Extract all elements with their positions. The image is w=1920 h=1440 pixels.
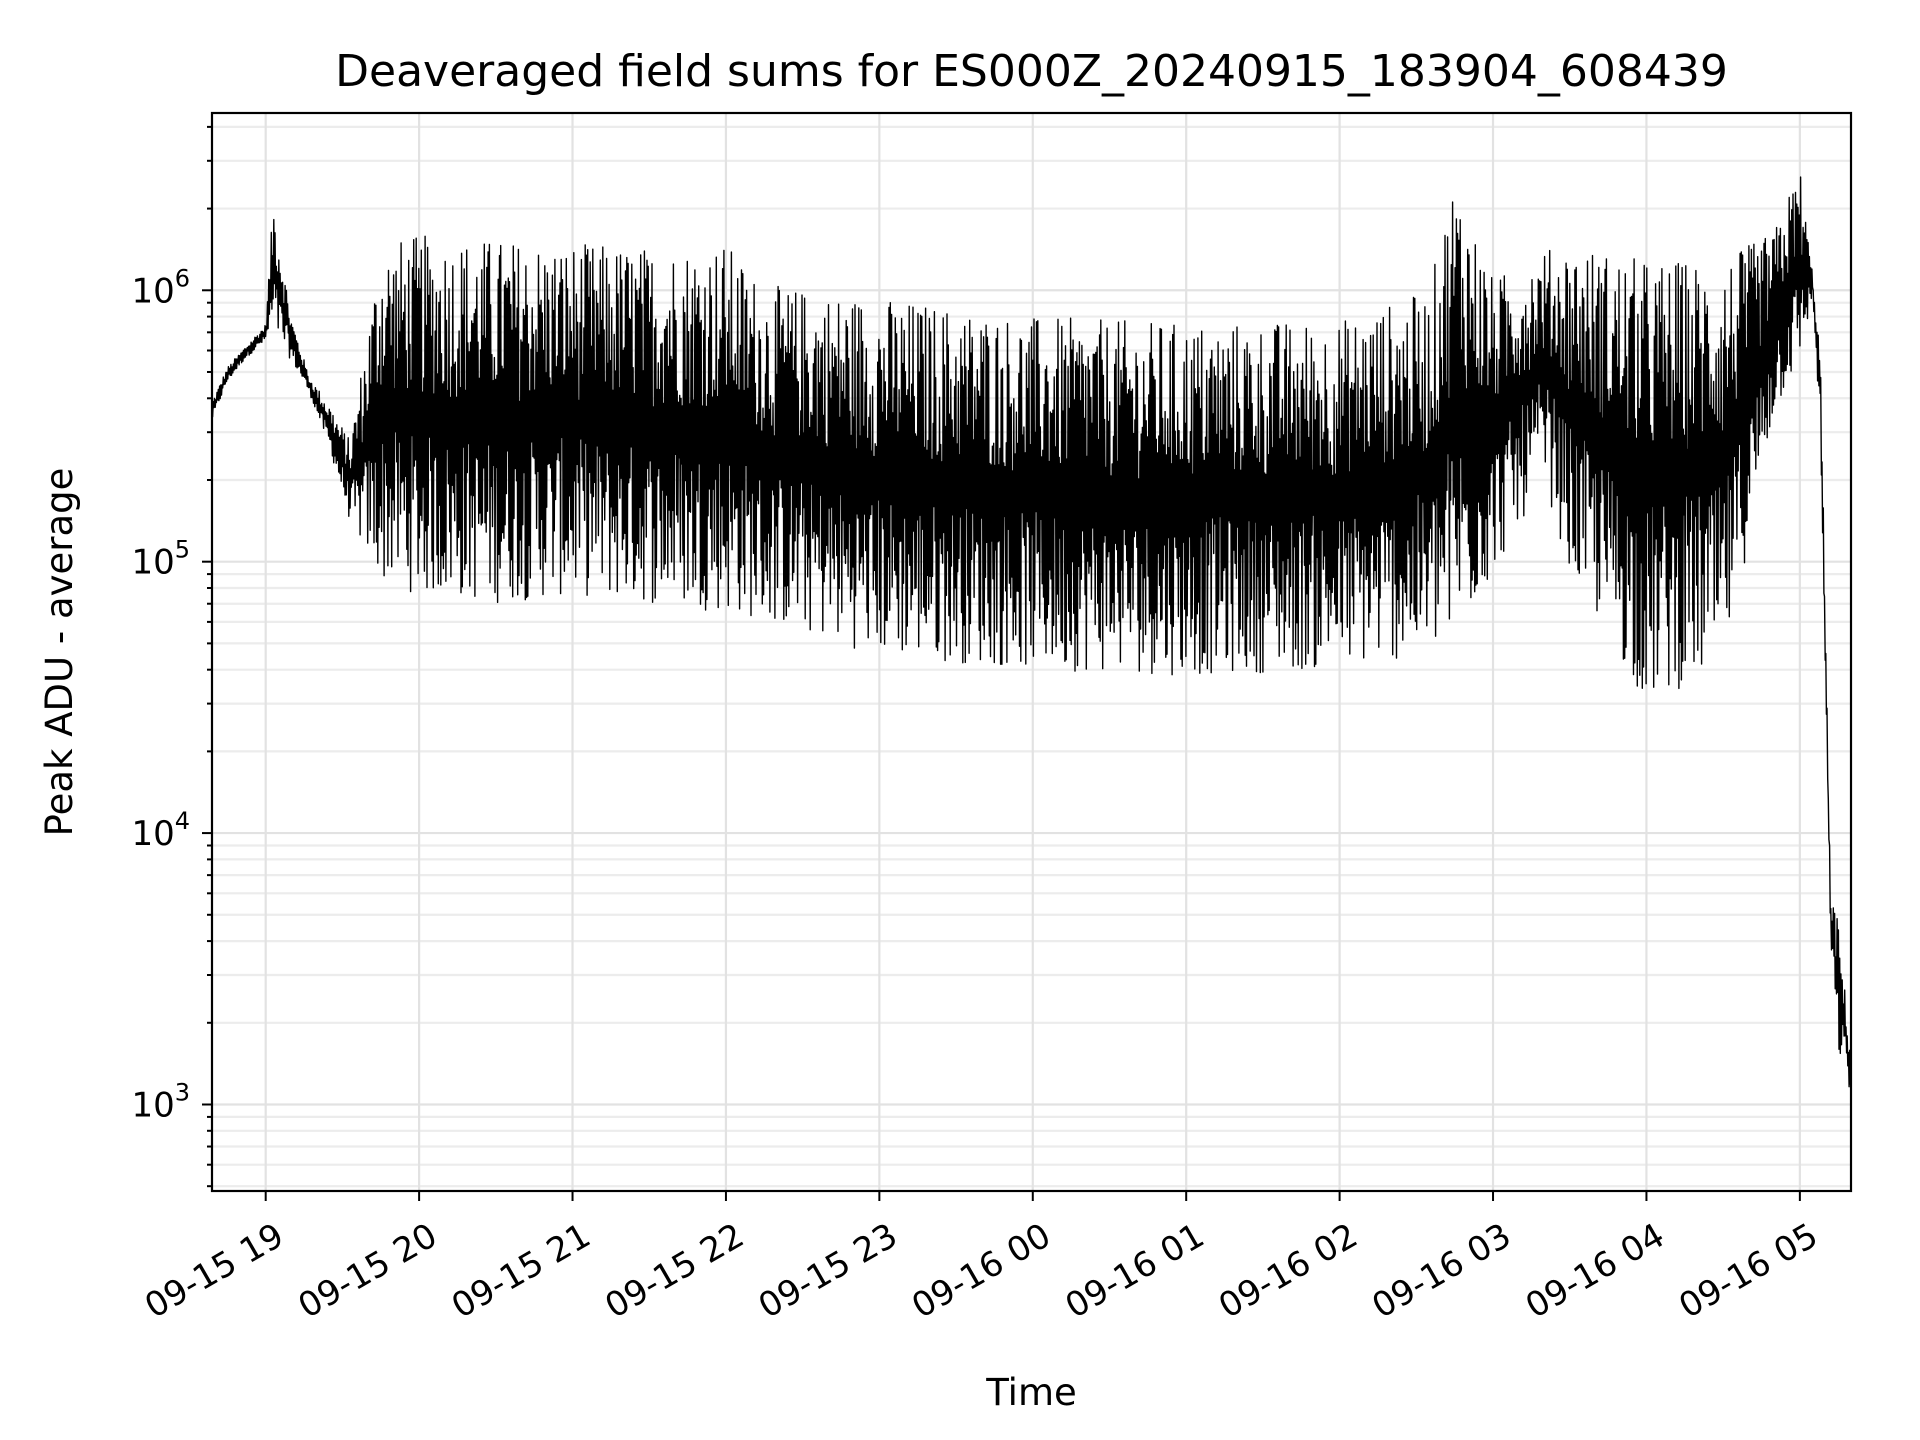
x-tick-label: 09-15 21 [445,1216,597,1327]
x-tick-label: 09-16 03 [1366,1216,1518,1327]
x-tick-label: 09-16 00 [905,1216,1057,1327]
series-line-0 [211,176,1852,1088]
y-tick-label: 106 [131,264,190,311]
x-tick-label: 09-16 04 [1519,1216,1671,1327]
x-tick-label: 09-16 01 [1059,1216,1211,1327]
y-tick-label: 103 [131,1078,190,1125]
plot-frame [210,111,1853,1193]
y-tick-label: 105 [131,536,190,583]
x-axis-label: Time [985,1371,1077,1414]
series-layer [211,176,1852,1088]
x-tick-label: 09-15 20 [292,1216,444,1327]
x-tick-label: 09-15 22 [598,1216,750,1327]
x-tick-label: 09-15 19 [138,1216,290,1327]
chart-title: Deaveraged field sums for ES000Z_2024091… [335,46,1728,97]
y-tick-label: 104 [131,807,190,854]
x-tick-label: 09-15 23 [752,1216,904,1327]
x-tick-label: 09-16 02 [1212,1216,1364,1327]
y-axis-label: Peak ADU - average [38,468,81,837]
x-tick-label: 09-16 05 [1672,1216,1824,1327]
